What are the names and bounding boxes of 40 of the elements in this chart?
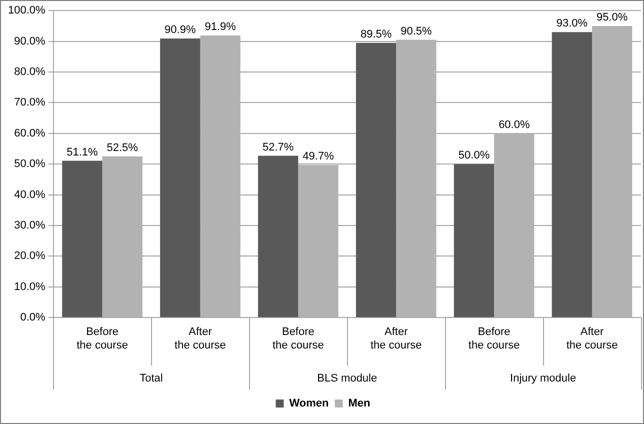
y-tick-label: 90.0% bbox=[14, 35, 46, 48]
y-tick-label: 20.0% bbox=[14, 250, 46, 262]
data-label: 50.0% bbox=[458, 150, 490, 162]
bar bbox=[62, 160, 102, 318]
legend-label: Men bbox=[348, 398, 371, 410]
data-label: 93.0% bbox=[556, 18, 588, 30]
y-tick-label: 10.0% bbox=[14, 280, 46, 293]
bar bbox=[552, 32, 592, 318]
bar bbox=[160, 38, 200, 318]
y-tick-label: 40.0% bbox=[14, 188, 46, 201]
text: Injury module bbox=[510, 372, 576, 385]
text: BLS module bbox=[317, 372, 378, 385]
bar bbox=[258, 156, 298, 318]
data-label: 89.5% bbox=[360, 28, 392, 40]
y-tick-label: 50.0% bbox=[14, 158, 46, 170]
text: Total bbox=[140, 372, 163, 385]
x-tick-label: After the course bbox=[566, 326, 618, 352]
legend-label: Women bbox=[289, 398, 330, 410]
x-tick-label: Before the course bbox=[468, 326, 520, 352]
x-tick-label: After the course bbox=[370, 326, 422, 352]
data-label: 51.1% bbox=[66, 146, 98, 158]
y-tick-label: 70.0% bbox=[14, 96, 46, 109]
bar bbox=[454, 164, 494, 318]
data-label: 90.5% bbox=[400, 25, 432, 38]
data-label: 60.0% bbox=[498, 118, 530, 131]
x-tick-label: After the course bbox=[174, 326, 226, 352]
y-tick-label: 60.0% bbox=[14, 127, 46, 140]
y-tick-label: 80.0% bbox=[14, 66, 46, 78]
y-tick-label: 30.0% bbox=[14, 220, 46, 232]
data-label: 90.9% bbox=[164, 24, 196, 36]
x-tick-label: Before the course bbox=[76, 326, 128, 352]
data-label: 52.7% bbox=[262, 141, 294, 154]
data-label: 91.9% bbox=[204, 21, 236, 33]
y-tick-label: 100.0% bbox=[8, 4, 46, 17]
bar bbox=[356, 42, 396, 318]
y-tick-label: 0.0% bbox=[20, 312, 46, 324]
data-label: 95.0% bbox=[596, 11, 628, 24]
data-label: 49.7% bbox=[302, 150, 334, 163]
data-label: 52.5% bbox=[106, 142, 138, 154]
x-tick-label: Before the course bbox=[272, 326, 324, 352]
